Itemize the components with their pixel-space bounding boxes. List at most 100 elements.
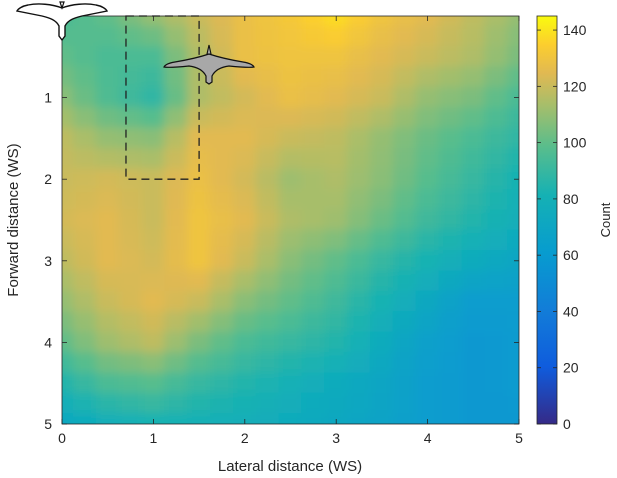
heatmap-cell <box>347 331 371 354</box>
heatmap-cell <box>461 46 486 68</box>
heatmap-cell <box>324 250 349 272</box>
heatmap-cell <box>415 311 440 333</box>
heatmap-cell <box>484 66 509 88</box>
heatmap-cell <box>507 127 519 150</box>
heatmap-cell <box>369 127 394 150</box>
heatmap-cell <box>62 331 74 354</box>
heatmap-cell <box>72 331 97 354</box>
heatmap-cell <box>118 46 143 68</box>
heatmap-cell <box>369 413 394 424</box>
heatmap-cell <box>255 188 280 211</box>
heatmap-cell <box>118 229 143 252</box>
heatmap-cell <box>278 331 303 354</box>
heatmap-cell <box>369 168 394 190</box>
x-tick-label: 5 <box>515 430 523 446</box>
heatmap-cell <box>415 413 440 424</box>
heatmap-cell <box>62 311 74 333</box>
heatmap-cell <box>95 372 120 394</box>
heatmap-cell <box>255 413 280 424</box>
heatmap-cell <box>255 372 280 394</box>
heatmap-cell <box>392 25 417 48</box>
heatmap-cell <box>164 413 189 424</box>
heatmap-cell <box>278 229 303 252</box>
heatmap-cell <box>392 229 417 252</box>
heatmap-cell <box>347 148 371 170</box>
heatmap-cell <box>255 168 280 190</box>
heatmap-cell <box>484 209 509 231</box>
heatmap-cell <box>95 188 120 211</box>
heatmap-cell <box>415 107 440 129</box>
heatmap-cell <box>369 331 394 354</box>
heatmap-cell <box>484 392 509 415</box>
heatmap-cell <box>507 352 519 374</box>
heatmap-cell <box>187 372 212 394</box>
y-axis: 1 2 3 4 5 <box>44 90 519 432</box>
heatmap-cell <box>415 290 440 313</box>
heatmap-cell <box>187 209 212 231</box>
heatmap-cell <box>392 372 417 394</box>
heatmap-cell <box>278 250 303 272</box>
heatmap-cell <box>95 46 120 68</box>
heatmap-cell <box>255 209 280 231</box>
heatmap-cell <box>210 25 234 48</box>
heatmap-cell <box>484 434 508 455</box>
heatmap-cell <box>507 46 519 68</box>
heatmap-cell <box>369 270 394 292</box>
heatmap-cell <box>62 107 74 129</box>
heatmap-cell <box>95 16 120 27</box>
heatmap-cell <box>484 107 509 129</box>
heatmap-cell <box>301 270 326 292</box>
heatmap-cell <box>72 209 97 231</box>
heatmap-cell <box>507 148 519 170</box>
heatmap-cell <box>392 46 417 68</box>
heatmap-cell <box>232 16 257 27</box>
heatmap-cell <box>164 86 189 109</box>
heatmap-cell <box>484 352 509 374</box>
heatmap-cell <box>210 86 234 109</box>
heatmap-cell <box>255 290 280 313</box>
heatmap-cell <box>369 209 394 231</box>
heatmap-cell <box>255 331 280 354</box>
heatmap-cell <box>72 168 97 190</box>
heatmap-cell <box>164 331 189 354</box>
heatmap-cell <box>256 434 280 455</box>
heatmap-cell <box>301 392 326 415</box>
heatmap-cell <box>461 372 486 394</box>
heatmap-cell <box>164 188 189 211</box>
heatmap-cell <box>118 331 143 354</box>
heatmap-cell <box>118 250 143 272</box>
heatmap-cell <box>141 352 166 374</box>
heatmap-cell <box>369 311 394 333</box>
heatmap-cell <box>507 209 519 231</box>
x-tick-label: 2 <box>241 430 249 446</box>
heatmap-cell <box>438 392 463 415</box>
heatmap-cell <box>95 168 120 190</box>
heatmap-cell <box>438 229 463 252</box>
heatmap-cell <box>324 25 349 48</box>
heatmap-cell <box>62 46 74 68</box>
heatmap-cell <box>461 434 485 455</box>
heatmap-cell <box>278 107 303 129</box>
heatmap-cell <box>62 270 74 292</box>
heatmap-surface <box>62 16 554 455</box>
heatmap-cell <box>95 86 120 109</box>
heatmap-cell <box>118 270 143 292</box>
heatmap-cell <box>461 290 486 313</box>
heatmap-cell <box>484 311 509 333</box>
heatmap-cell <box>415 168 440 190</box>
heatmap-cell <box>369 107 394 129</box>
heatmap-cell <box>232 25 257 48</box>
heatmap-cell <box>187 352 212 374</box>
heatmap-cell <box>210 372 234 394</box>
heatmap-cell <box>438 290 463 313</box>
heatmap-cell <box>392 311 417 333</box>
heatmap-cell <box>507 229 519 252</box>
heatmap-cell <box>370 434 394 455</box>
heatmap-cell <box>530 434 554 455</box>
heatmap-cell <box>507 392 519 415</box>
heatmap-cell <box>255 352 280 374</box>
heatmap-cell <box>72 127 97 150</box>
heatmap-cell <box>210 250 234 272</box>
heatmap-cell <box>392 86 417 109</box>
heatmap-cell <box>415 86 440 109</box>
